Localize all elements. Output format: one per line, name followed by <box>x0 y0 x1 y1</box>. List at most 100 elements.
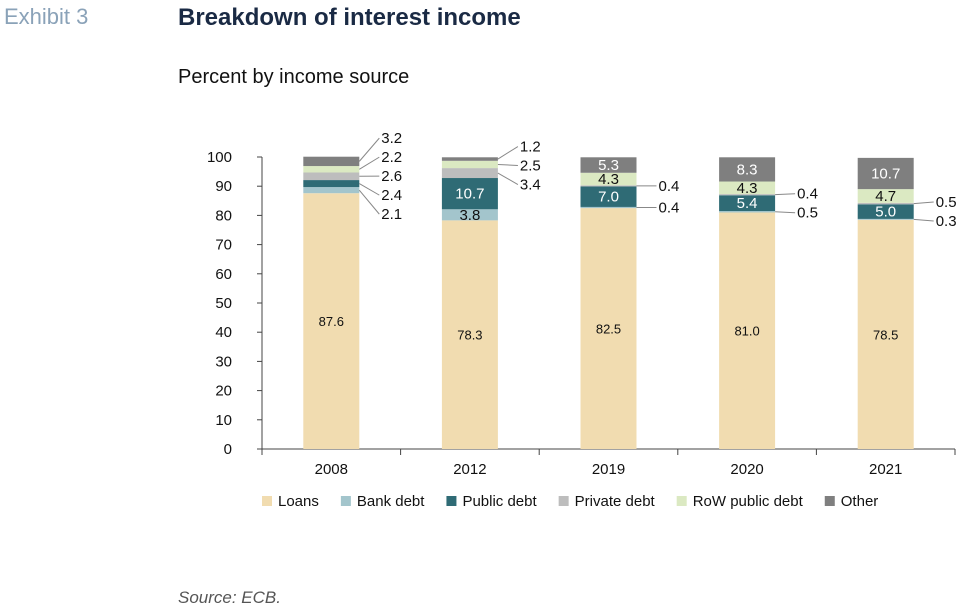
y-tick-label: 20 <box>215 383 232 400</box>
leader-line <box>359 156 380 170</box>
chart-subtitle: Percent by income source <box>178 66 410 88</box>
leader-line <box>359 183 380 196</box>
y-tick-label: 100 <box>207 149 232 166</box>
leader-line <box>358 189 380 215</box>
exhibit-label: Exhibit 3 <box>4 4 89 29</box>
bar-segment <box>303 166 360 173</box>
data-label: 4.3 <box>598 171 619 188</box>
data-label: 87.6 <box>319 314 344 329</box>
leader-line <box>497 172 519 185</box>
legend-label: RoW public debt <box>693 493 804 510</box>
data-label: 3.2 <box>381 130 402 147</box>
y-tick-label: 90 <box>215 178 232 195</box>
data-label: 2.1 <box>381 206 402 223</box>
data-label: 78.3 <box>457 328 482 343</box>
bar-segment <box>580 185 637 187</box>
data-label: 1.2 <box>520 139 541 156</box>
stacked-bar-chart: 0 10 20 30 40 50 60 70 80 90 100 2008 2012 2019 2020 20… <box>207 130 957 510</box>
leader-line <box>497 146 519 160</box>
source-note: Source: ECB. <box>178 588 281 607</box>
data-label: 5.3 <box>598 157 619 174</box>
bar-segment <box>857 204 914 219</box>
bar-segment <box>719 181 776 195</box>
leader-line <box>497 163 518 167</box>
data-label: 4.3 <box>737 180 758 197</box>
data-label: 0.4 <box>659 200 680 217</box>
legend-swatch <box>446 496 457 506</box>
bar-segment <box>857 202 914 205</box>
data-label: 0.5 <box>797 205 818 222</box>
legend-swatch <box>340 496 351 506</box>
x-tick-label: 2020 <box>730 461 763 478</box>
data-label: 0.5 <box>936 194 957 211</box>
bar-segment <box>719 195 776 212</box>
data-label: 0.3 <box>936 213 957 230</box>
bar-segment <box>303 156 360 167</box>
y-tick-label: 60 <box>215 266 232 283</box>
bar-segment <box>441 168 498 179</box>
data-label: 2.2 <box>381 149 402 166</box>
bar-segment <box>303 172 360 181</box>
leader-line <box>358 137 380 162</box>
bar-segment <box>719 211 776 213</box>
data-label: 5.0 <box>875 204 896 221</box>
bar-segment <box>857 189 914 203</box>
bar-segment <box>857 157 914 190</box>
data-label: 7.0 <box>598 189 619 206</box>
y-tick-label: 40 <box>215 324 232 341</box>
data-label: 2.4 <box>381 187 402 204</box>
legend-swatch <box>262 496 272 506</box>
y-tick-label: 0 <box>224 441 232 458</box>
data-label: 0.4 <box>659 178 680 195</box>
leader-line <box>913 218 934 222</box>
legend-label: Public debt <box>462 493 537 510</box>
bar-segment <box>441 160 498 169</box>
x-tick-label: 2008 <box>315 461 348 478</box>
leader-line <box>775 193 796 196</box>
data-label: 10.7 <box>455 186 484 203</box>
bar-segment <box>303 193 360 449</box>
bar-segment <box>857 218 914 220</box>
data-label: 8.3 <box>737 161 758 178</box>
legend-label: Loans <box>278 493 319 510</box>
bar-segment <box>719 194 776 196</box>
legend-swatch <box>824 496 835 506</box>
bar-segment <box>857 219 914 449</box>
data-label: 81.0 <box>734 324 759 339</box>
data-label: 3.8 <box>459 207 480 224</box>
bar-segment <box>580 208 637 449</box>
chart-title: Breakdown of interest income <box>178 4 521 31</box>
data-label: 2.5 <box>520 158 541 175</box>
data-label: 78.5 <box>873 327 898 342</box>
x-tick-label: 2021 <box>869 461 902 478</box>
bar-segment <box>580 186 637 207</box>
bar-segment <box>580 206 637 209</box>
legend-swatch <box>676 496 687 506</box>
leader-line <box>913 201 934 205</box>
data-label: 5.4 <box>737 195 758 212</box>
legend-label: Bank debt <box>357 493 425 510</box>
y-tick-label: 10 <box>215 412 232 429</box>
data-label: 10.7 <box>871 165 900 182</box>
y-tick-label: 30 <box>215 353 232 370</box>
legend-label: Other <box>841 493 879 510</box>
legend-label: Private debt <box>575 493 656 510</box>
bar-segment <box>441 178 498 210</box>
y-tick-label: 70 <box>215 237 232 254</box>
data-label: 2.6 <box>381 168 402 185</box>
data-label: 4.7 <box>875 188 896 205</box>
bar-segment <box>441 209 498 221</box>
legend-swatch <box>558 496 569 506</box>
bar-segment <box>580 157 637 173</box>
x-tick-label: 2019 <box>592 461 625 478</box>
data-label: 82.5 <box>596 322 621 337</box>
bar-segment <box>719 157 776 182</box>
bar-segment <box>441 157 498 161</box>
data-label: 3.4 <box>520 177 541 194</box>
bar-segment <box>303 187 360 194</box>
y-tick-label: 50 <box>215 295 232 312</box>
bar-segment <box>580 172 637 186</box>
bar-segment <box>303 180 360 188</box>
y-tick-label: 80 <box>215 207 232 224</box>
bar-segment <box>719 212 776 449</box>
